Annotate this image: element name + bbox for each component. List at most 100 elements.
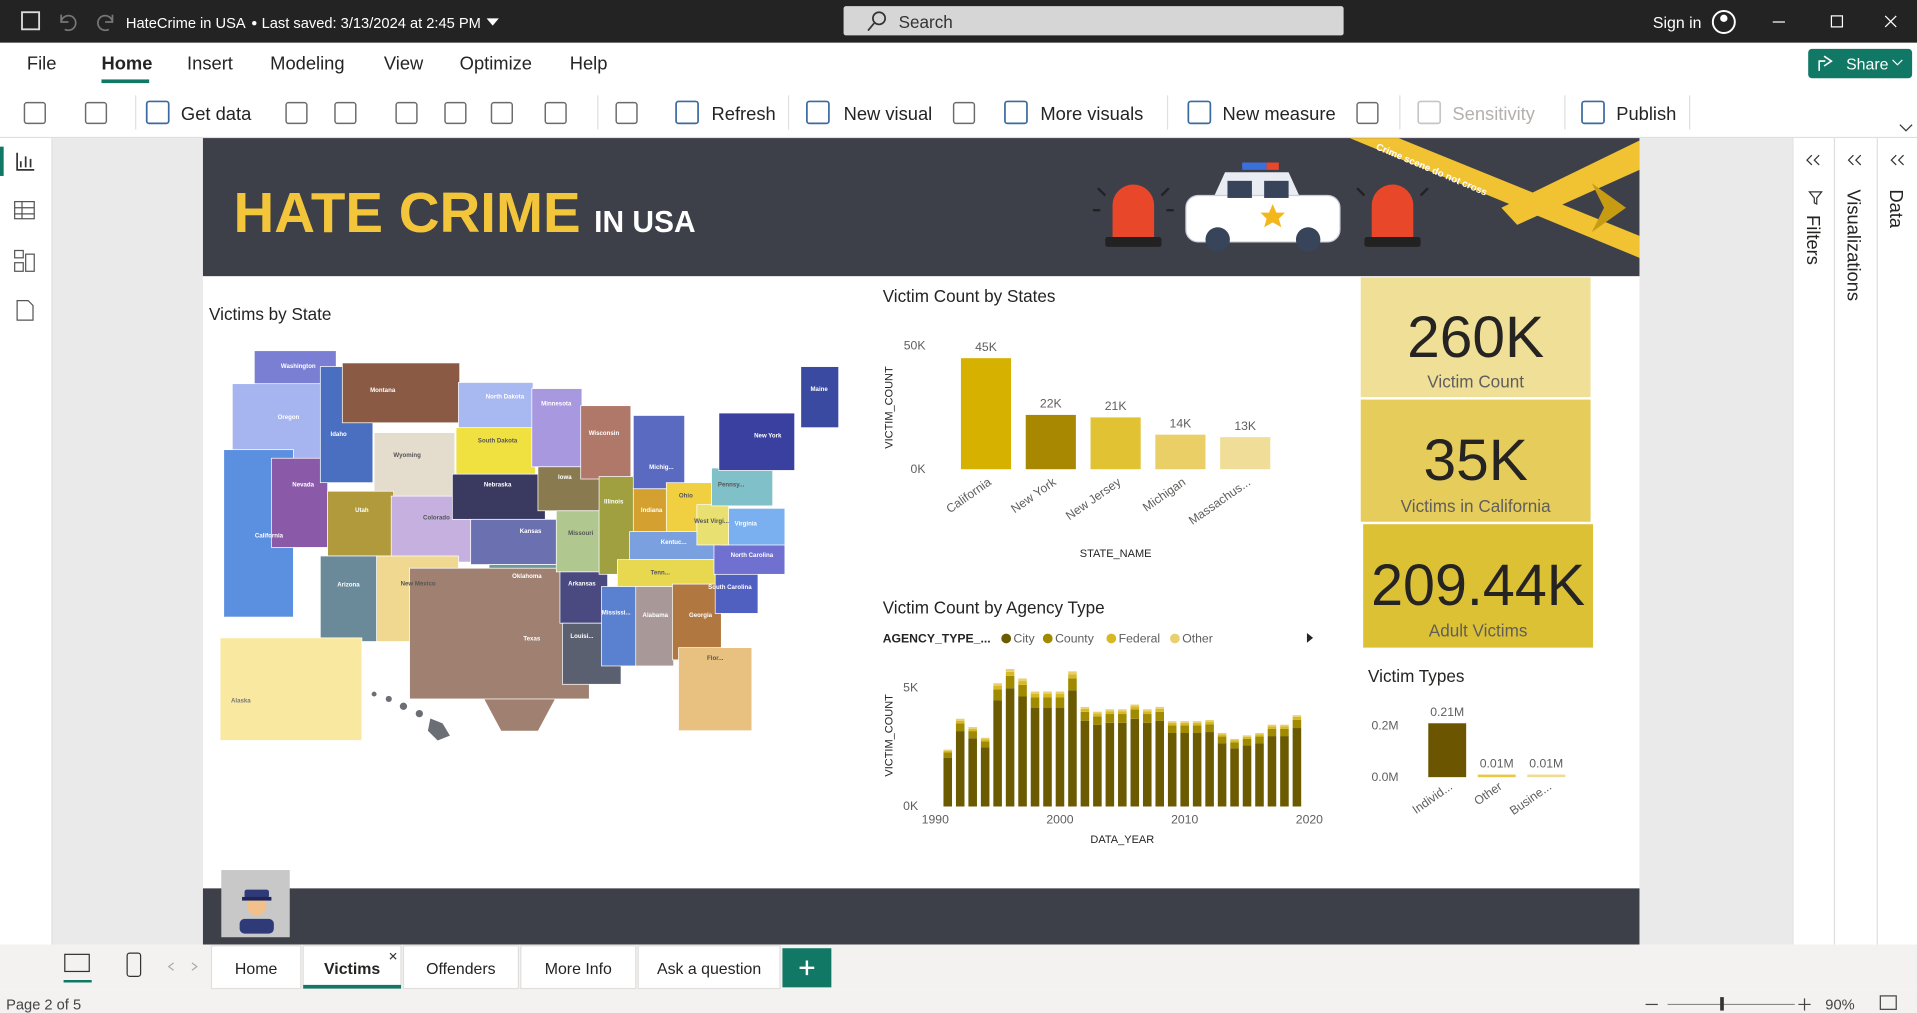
expand-visualizations[interactable]: [1847, 154, 1862, 166]
bar-segment[interactable]: [1192, 725, 1202, 734]
bar-segment[interactable]: [1068, 690, 1077, 807]
close-tab[interactable]: [389, 952, 397, 960]
bar-segment[interactable]: [1080, 720, 1090, 807]
state-shape[interactable]: [409, 567, 590, 700]
bar-segment[interactable]: [1105, 722, 1115, 807]
state-shape[interactable]: [327, 490, 395, 557]
share-button[interactable]: [1808, 48, 1913, 79]
bar-segment[interactable]: [955, 720, 965, 724]
bar-segment[interactable]: [1280, 736, 1289, 807]
bar-segment[interactable]: [1167, 725, 1177, 734]
state-shape[interactable]: [601, 586, 638, 667]
page-tab-label[interactable]: Offenders: [426, 961, 496, 978]
bar-segment[interactable]: [1267, 728, 1277, 737]
share-arrow[interactable]: [1892, 59, 1903, 66]
mobile-layout[interactable]: [126, 952, 142, 977]
state-shape[interactable]: [800, 366, 840, 429]
bar-segment[interactable]: [980, 737, 990, 740]
bar-segment[interactable]: [1093, 716, 1102, 725]
dropdown-arrow[interactable]: [486, 18, 499, 26]
bar-segment[interactable]: [1180, 722, 1189, 726]
bar-segment[interactable]: [1005, 668, 1015, 672]
bar-segment[interactable]: [1267, 724, 1277, 727]
menu-item[interactable]: Home: [101, 53, 152, 74]
legend-label[interactable]: Federal: [1119, 632, 1160, 646]
bar-segment[interactable]: [955, 718, 965, 721]
bar-segment[interactable]: [1255, 743, 1264, 807]
bar[interactable]: [1477, 774, 1516, 778]
bar-segment[interactable]: [1255, 734, 1264, 737]
bar-segment[interactable]: [1180, 733, 1189, 807]
bar-segment[interactable]: [1230, 740, 1239, 743]
ribbon-icon[interactable]: [395, 101, 418, 125]
bar-segment[interactable]: [1205, 724, 1214, 733]
bar-segment[interactable]: [1280, 728, 1289, 737]
bar-segment[interactable]: [943, 749, 953, 751]
page-tab-label[interactable]: Victims: [324, 961, 380, 978]
bar-segment[interactable]: [1005, 671, 1015, 676]
bar-segment[interactable]: [1167, 721, 1177, 723]
bar-segment[interactable]: [1043, 707, 1052, 807]
bar-segment[interactable]: [1005, 675, 1015, 689]
legend-swatch[interactable]: [1170, 633, 1180, 644]
bar-segment[interactable]: [1018, 678, 1027, 682]
state-shape[interactable]: [580, 405, 632, 480]
bar-segment[interactable]: [1105, 709, 1115, 712]
ribbon-icon[interactable]: [544, 101, 567, 125]
bar[interactable]: [1220, 437, 1271, 470]
undo-icon[interactable]: [60, 14, 77, 32]
bar-segment[interactable]: [1055, 691, 1065, 694]
ribbon-button[interactable]: Get data: [181, 103, 252, 124]
bar-segment[interactable]: [1005, 688, 1015, 807]
bar-segment[interactable]: [1130, 718, 1140, 807]
bar-segment[interactable]: [1192, 733, 1202, 807]
bar-segment[interactable]: [1118, 711, 1127, 715]
sign-in[interactable]: Sign in: [1653, 15, 1702, 32]
maximize[interactable]: [1830, 15, 1844, 28]
bar-segment[interactable]: [1142, 722, 1152, 807]
state-shape[interactable]: [373, 432, 456, 502]
bar[interactable]: [1428, 723, 1467, 778]
bar[interactable]: [1527, 774, 1566, 778]
zoom-thumb[interactable]: [1720, 997, 1724, 1011]
expand-filters[interactable]: [1806, 154, 1820, 166]
bar-segment[interactable]: [1130, 709, 1140, 719]
bar-segment[interactable]: [1280, 726, 1289, 729]
ribbon-button[interactable]: More visuals: [1040, 103, 1143, 124]
bar-segment[interactable]: [993, 689, 1002, 701]
ribbon-icon[interactable]: [1356, 101, 1379, 125]
bar-segment[interactable]: [1167, 722, 1177, 726]
page-tab[interactable]: [210, 945, 302, 990]
collapse-ribbon[interactable]: [1899, 124, 1913, 132]
ribbon-icon[interactable]: [952, 101, 976, 125]
state-shape[interactable]: [714, 571, 759, 614]
bar-segment[interactable]: [1205, 721, 1214, 725]
state-shape[interactable]: [482, 696, 557, 731]
menu-item[interactable]: File: [27, 53, 57, 74]
menu-item[interactable]: Optimize: [460, 53, 532, 74]
bar-segment[interactable]: [980, 741, 990, 748]
legend-swatch[interactable]: [1106, 633, 1117, 644]
ribbon-icon[interactable]: [84, 101, 108, 125]
bar-segment[interactable]: [1080, 708, 1090, 712]
account-icon[interactable]: [1711, 10, 1736, 34]
bar-segment[interactable]: [1217, 733, 1227, 735]
bar-segment[interactable]: [993, 700, 1002, 807]
state-shape[interactable]: [470, 518, 558, 565]
bar-segment[interactable]: [1142, 709, 1152, 712]
ribbon-icon[interactable]: [490, 101, 513, 125]
pane-label[interactable]: Filters: [1803, 215, 1824, 265]
state-shape[interactable]: [271, 457, 329, 548]
bar-segment[interactable]: [1255, 736, 1264, 744]
expand-data[interactable]: [1890, 154, 1904, 166]
bar-segment[interactable]: [1055, 693, 1065, 698]
bar-segment[interactable]: [1118, 722, 1127, 807]
bar-segment[interactable]: [1130, 704, 1140, 707]
close[interactable]: [1884, 15, 1897, 28]
bar-segment[interactable]: [993, 683, 1002, 686]
bar-segment[interactable]: [1118, 714, 1127, 723]
bar-segment[interactable]: [1043, 697, 1052, 708]
bar-segment[interactable]: [1180, 721, 1189, 723]
state-shape[interactable]: [678, 647, 753, 732]
bar-segment[interactable]: [1105, 711, 1115, 715]
